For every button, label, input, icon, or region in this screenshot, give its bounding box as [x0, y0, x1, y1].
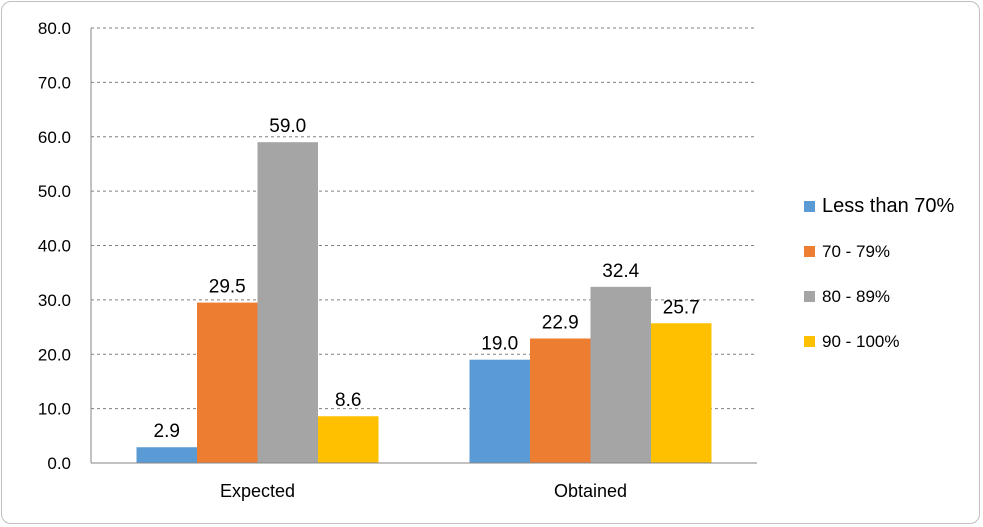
bars — [136, 142, 712, 463]
data-label: 59.0 — [269, 116, 306, 137]
legend-label: 80 - 89% — [822, 286, 891, 306]
data-label: 25.7 — [663, 297, 700, 318]
legend-item: 70 - 79% — [804, 229, 954, 274]
data-label: 29.5 — [209, 277, 246, 298]
legend-label: Less than 70% — [822, 195, 955, 217]
bar — [136, 447, 197, 463]
x-tick-label: Expected — [220, 481, 295, 501]
bar — [257, 142, 318, 463]
legend-item: Less than 70% — [804, 184, 954, 229]
bar — [197, 302, 258, 463]
y-tick-label: 80.0 — [38, 19, 71, 38]
legend-swatch — [804, 291, 815, 302]
data-label: 8.6 — [335, 390, 361, 411]
data-labels: 2.9 29.5 59.0 8.6 19.0 22.9 32.4 25.7 — [154, 116, 700, 442]
y-axis: 0.0 10.0 20.0 30.0 40.0 50.0 60.0 70.0 80.0 — [38, 19, 92, 473]
legend-label: 70 - 79% — [822, 241, 891, 261]
y-tick-label: 0.0 — [47, 454, 71, 473]
x-axis: Expected Obtained — [91, 462, 757, 501]
data-label: 19.0 — [481, 334, 518, 355]
legend-swatch — [804, 336, 815, 347]
legend-item: 80 - 89% — [804, 274, 954, 319]
data-label: 2.9 — [154, 421, 180, 442]
y-tick-label: 30.0 — [38, 291, 71, 310]
x-tick-label: Obtained — [554, 481, 627, 501]
bar — [590, 286, 651, 463]
legend-label: 90 - 100% — [822, 331, 900, 351]
data-label: 32.4 — [602, 261, 639, 282]
legend-swatch — [804, 246, 815, 257]
legend-item: 90 - 100% — [804, 319, 954, 364]
y-tick-label: 20.0 — [38, 345, 71, 364]
data-label: 22.9 — [542, 312, 579, 333]
y-tick-label: 10.0 — [38, 400, 71, 419]
bar — [469, 359, 530, 463]
bar — [318, 416, 379, 463]
y-tick-label: 60.0 — [38, 128, 71, 147]
bar — [530, 338, 591, 463]
y-tick-label: 50.0 — [38, 182, 71, 201]
legend: Less than 70% 70 - 79% 80 - 89% 90 - 100% — [804, 184, 954, 364]
legend-swatch — [804, 201, 815, 212]
y-tick-label: 70.0 — [38, 73, 71, 92]
bar — [651, 323, 712, 463]
y-tick-label: 40.0 — [38, 237, 71, 256]
